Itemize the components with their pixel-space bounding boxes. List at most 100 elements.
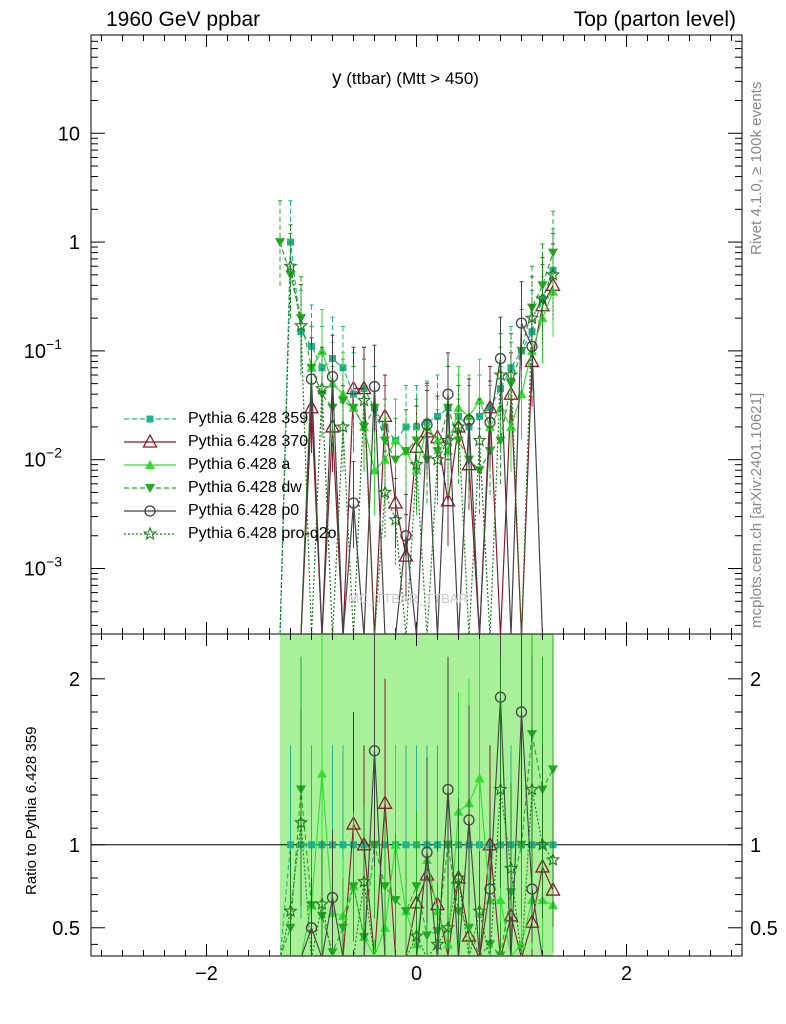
series-5-point xyxy=(335,419,351,434)
series-2-ratio-point xyxy=(474,773,485,783)
series-4-point xyxy=(421,418,433,431)
series-5-point xyxy=(409,457,424,471)
series-4-line xyxy=(300,322,544,634)
series-4-point xyxy=(368,380,381,393)
series-2-point xyxy=(317,345,327,355)
legend-swatch xyxy=(124,415,176,423)
ratio-axis-label: Ratio to Pythia 6.428 359 xyxy=(23,726,40,895)
series-5-ratio-point xyxy=(283,903,298,918)
series-5-ratio-point xyxy=(545,852,561,866)
series-5-ratio-point xyxy=(440,920,456,934)
series-5-point xyxy=(545,267,561,281)
series-5-point xyxy=(451,419,466,434)
main-y-tick-label: 10 xyxy=(58,123,80,145)
series-2-point xyxy=(390,435,401,445)
series-3-point xyxy=(390,455,401,465)
series-5-point xyxy=(472,432,487,447)
x-tick-label: 0 xyxy=(411,963,422,985)
series-5-ratio-point xyxy=(493,781,508,796)
series-0-ratio-point xyxy=(287,841,294,849)
series-5-ratio-point xyxy=(503,860,519,875)
legend-label: Pythia 6.428 a xyxy=(188,456,291,473)
series-1-point xyxy=(440,492,456,507)
x-tick-label: −2 xyxy=(195,963,218,985)
legend-swatch-marker xyxy=(146,415,154,423)
main-y-tick-label: 10−2 xyxy=(24,445,62,472)
series-3-point xyxy=(348,403,359,413)
series-4-point xyxy=(305,373,318,385)
series-5-point xyxy=(503,367,519,382)
series-5-point xyxy=(293,318,309,332)
series-5-point xyxy=(524,310,540,325)
plot-title: y (ttbar) (Mtt > 450) xyxy=(332,68,479,90)
legend-swatch xyxy=(124,526,176,541)
legend-label: Pythia 6.428 dw xyxy=(188,479,302,496)
main-y-tick-label: 10−1 xyxy=(24,336,62,363)
series-4-ratio-point xyxy=(515,706,528,718)
legend-label: Pythia 6.428 pro-q2o xyxy=(188,525,337,542)
series-3-point xyxy=(275,238,285,248)
legend-label: Pythia 6.428 p0 xyxy=(188,502,300,519)
series-3-ratio-point xyxy=(485,940,495,950)
legend-swatch-marker xyxy=(145,460,155,469)
series-5-point xyxy=(356,392,372,407)
legend-swatch xyxy=(124,460,176,469)
series-5-point xyxy=(430,452,445,466)
series-5-ratio-line xyxy=(279,789,554,956)
series-4-ratio-point xyxy=(305,922,318,934)
series-5-point xyxy=(535,291,550,305)
ratio-y-tick-label-right: 1 xyxy=(750,835,761,857)
series-4-point xyxy=(484,416,496,429)
series-3-point xyxy=(380,436,390,446)
legend-swatch-marker xyxy=(142,433,158,448)
series-4-point xyxy=(400,530,412,542)
series-5-point xyxy=(314,381,330,395)
series-4-point xyxy=(347,497,360,509)
series-3-point xyxy=(401,447,411,457)
legend-swatch-marker xyxy=(145,484,155,493)
series-5-ratio-point xyxy=(356,874,372,888)
legend-label: Pythia 6.428 359 xyxy=(188,410,309,427)
main-y-tick-label: 1 xyxy=(69,232,80,254)
series-3-ratio-point xyxy=(495,951,506,956)
series-3-point xyxy=(548,248,558,258)
series-4-ratio-point xyxy=(484,883,496,895)
series-5-point xyxy=(388,512,403,526)
series-2-ratio-point xyxy=(495,895,506,905)
analysis-watermark: MC_TTBAR_TTBAR xyxy=(348,591,468,606)
legend-swatch-marker xyxy=(144,505,156,517)
series-1-ratio-point xyxy=(377,794,393,809)
series-5-point xyxy=(283,258,298,273)
series-3-ratio-point xyxy=(390,896,401,906)
series-5-ratio-point xyxy=(314,896,330,911)
series-5-point xyxy=(440,432,456,447)
series-3-point xyxy=(474,466,485,476)
series-4-point xyxy=(463,414,475,426)
legend-swatch-marker xyxy=(142,526,158,541)
series-3-ratio-point xyxy=(327,948,338,956)
plot-title-main: y xyxy=(332,68,342,89)
ratio-y-tick-label-right: 0.5 xyxy=(750,918,778,940)
plot-title-rest: (ttbar) (Mtt > 450) xyxy=(346,69,479,88)
legend-label: Pythia 6.428 370 xyxy=(188,433,309,450)
legend-swatch xyxy=(124,505,176,517)
series-2-point xyxy=(369,465,380,475)
series-5-ratio-point xyxy=(293,815,309,829)
ratio-y-tick-label-right: 2 xyxy=(750,669,761,691)
series-3-point xyxy=(338,396,348,406)
series-4-point xyxy=(326,370,339,383)
series-3-ratio-point xyxy=(338,923,348,933)
series-2-ratio-point xyxy=(516,939,527,949)
series-3-ratio-point xyxy=(464,923,474,933)
series-2-ratio-point xyxy=(317,768,327,778)
series-5-ratio-point xyxy=(430,936,445,951)
series-3-ratio-line xyxy=(280,733,554,956)
series-5-point xyxy=(377,484,393,499)
series-3-ratio-point xyxy=(380,882,390,892)
mcplots-citation-label: mcplots.cern.ch [arXiv:2401.10621] xyxy=(748,392,765,628)
series-4-point xyxy=(515,317,528,329)
series-0-ratio-point xyxy=(402,841,410,849)
collision-energy-label: 1960 GeV ppbar xyxy=(106,8,261,31)
ratio-y-tick-label: 0.5 xyxy=(52,918,80,940)
rivet-version-label: Rivet 4.1.0, ≥ 100k events xyxy=(748,81,765,255)
